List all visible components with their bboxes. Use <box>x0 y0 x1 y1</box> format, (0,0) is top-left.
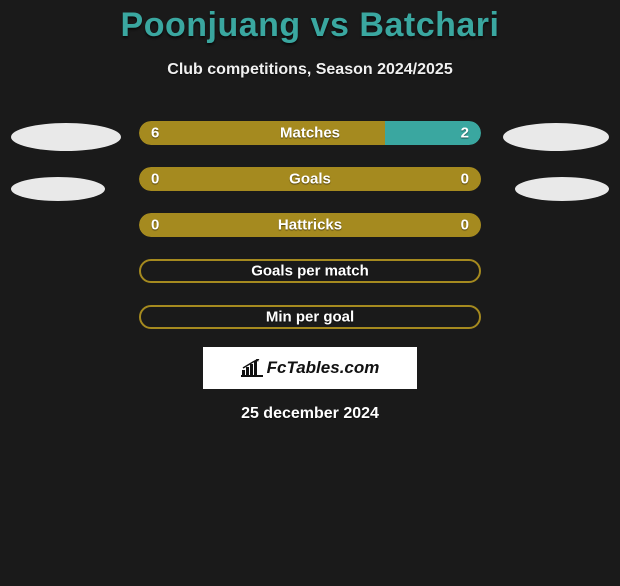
stat-value-right: 0 <box>461 217 469 234</box>
stat-label: Goals per match <box>251 263 369 280</box>
chart-icon <box>241 359 263 377</box>
stat-value-right: 2 <box>461 125 469 142</box>
stat-value-left: 0 <box>151 171 159 188</box>
comparison-content: 6 2 Matches 0 0 Goals 0 0 Hattricks Goals per mat… <box>0 121 620 329</box>
stat-bar: Min per goal <box>139 305 481 329</box>
stat-value-left: 0 <box>151 217 159 234</box>
stat-label: Hattricks <box>278 217 342 234</box>
branding-box: FcTables.com <box>203 347 417 389</box>
badge-placeholder <box>515 177 609 201</box>
stat-bars: 6 2 Matches 0 0 Goals 0 0 Hattricks Goals per mat… <box>139 121 481 329</box>
stat-bar: 6 2 Matches <box>139 121 481 145</box>
stat-bar: 0 0 Hattricks <box>139 213 481 237</box>
stat-value-left: 6 <box>151 125 159 142</box>
left-badges <box>11 121 121 201</box>
badge-placeholder <box>11 177 105 201</box>
bar-segment-left <box>139 121 385 145</box>
right-badges <box>499 121 609 201</box>
stat-bar: 0 0 Goals <box>139 167 481 191</box>
badge-placeholder <box>11 123 121 151</box>
stat-label: Goals <box>289 171 331 188</box>
player-left-name: Poonjuang <box>121 6 301 44</box>
stat-bar: Goals per match <box>139 259 481 283</box>
stat-label: Min per goal <box>266 309 354 326</box>
player-right-name: Batchari <box>359 6 499 44</box>
stat-label: Matches <box>280 125 340 142</box>
subtitle: Club competitions, Season 2024/2025 <box>0 61 620 79</box>
page-title: Poonjuang vs Batchari <box>0 6 620 45</box>
vs-text: vs <box>311 6 350 44</box>
branding-text: FcTables.com <box>267 358 380 378</box>
stat-value-right: 0 <box>461 171 469 188</box>
date-text: 25 december 2024 <box>0 405 620 423</box>
badge-placeholder <box>503 123 609 151</box>
